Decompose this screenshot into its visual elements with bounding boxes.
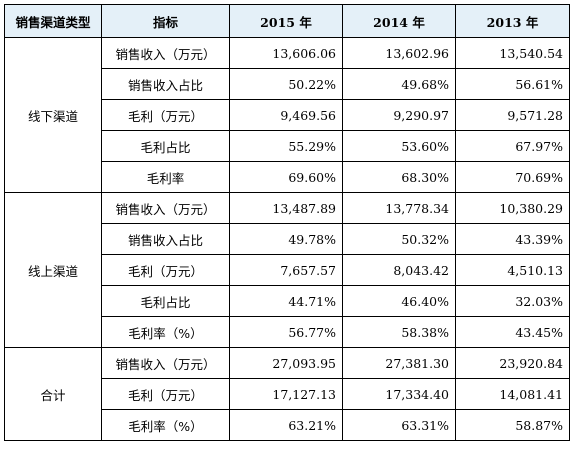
- table-row: 毛利率（%） 63.21% 63.31% 58.87%: [5, 409, 570, 441]
- value-2015: 44.71%: [229, 285, 343, 317]
- value-2013: 9,571.28: [455, 99, 570, 131]
- metric-cell: 销售收入（万元）: [101, 37, 230, 69]
- value-2013: 56.61%: [455, 68, 570, 100]
- channel-total: 合计: [4, 347, 102, 441]
- channel-offline: 线下渠道: [4, 37, 102, 193]
- value-2014: 9,290.97: [342, 99, 456, 131]
- value-2015: 50.22%: [229, 68, 343, 100]
- metric-cell: 毛利（万元）: [101, 99, 230, 131]
- table-row: 线上渠道 销售收入（万元） 13,487.89 13,778.34 10,380…: [4, 192, 570, 348]
- metric-cell: 毛利占比: [101, 130, 230, 162]
- header-2013: 2013 年: [455, 4, 570, 38]
- value-2015: 17,127.13: [229, 378, 343, 410]
- table-row: 线下渠道 销售收入（万元） 13,606.06 13,602.96 13,540…: [4, 37, 570, 193]
- value-2015: 13,606.06: [229, 37, 343, 69]
- value-2014: 27,381.30: [342, 347, 456, 379]
- value-2015: 49.78%: [229, 223, 343, 255]
- table-row: 销售收入占比 50.22% 49.68% 56.61%: [5, 68, 570, 100]
- value-2014: 46.40%: [342, 285, 456, 317]
- value-2013: 14,081.41: [455, 378, 570, 410]
- value-2015: 69.60%: [229, 161, 343, 193]
- table-row: 毛利占比 44.71% 46.40% 32.03%: [5, 285, 570, 317]
- sales-channel-table: 销售渠道类型 指标 2015 年 2014 年 2013 年 线下渠道 销售收入…: [4, 4, 570, 441]
- table-row: 毛利（万元） 7,657.57 8,043.42 4,510.13: [5, 254, 570, 286]
- value-2015: 55.29%: [229, 130, 343, 162]
- metric-cell: 毛利率（%）: [101, 316, 230, 348]
- value-2015: 63.21%: [229, 409, 343, 441]
- value-2014: 13,602.96: [342, 37, 456, 69]
- value-2014: 17,334.40: [342, 378, 456, 410]
- value-2014: 58.38%: [342, 316, 456, 348]
- metric-cell: 毛利（万元）: [101, 254, 230, 286]
- value-2014: 50.32%: [342, 223, 456, 255]
- value-2015: 7,657.57: [229, 254, 343, 286]
- metric-cell: 毛利率: [101, 161, 230, 193]
- value-2013: 70.69%: [455, 161, 570, 193]
- value-2015: 27,093.95: [229, 347, 343, 379]
- value-2014: 63.31%: [342, 409, 456, 441]
- value-2015: 56.77%: [229, 316, 343, 348]
- header-channel-type: 销售渠道类型: [4, 4, 102, 38]
- value-2015: 9,469.56: [229, 99, 343, 131]
- metric-cell: 销售收入占比: [101, 223, 230, 255]
- value-2013: 23,920.84: [455, 347, 570, 379]
- header-row: 销售渠道类型 指标 2015 年 2014 年 2013 年: [4, 4, 570, 38]
- value-2013: 43.39%: [455, 223, 570, 255]
- value-2015: 13,487.89: [229, 192, 343, 224]
- value-2014: 68.30%: [342, 161, 456, 193]
- metric-cell: 销售收入（万元）: [101, 192, 230, 224]
- value-2014: 13,778.34: [342, 192, 456, 224]
- metric-cell: 毛利率（%）: [101, 409, 230, 441]
- metric-cell: 销售收入占比: [101, 68, 230, 100]
- metric-cell: 毛利（万元）: [101, 378, 230, 410]
- value-2013: 10,380.29: [455, 192, 570, 224]
- value-2014: 49.68%: [342, 68, 456, 100]
- value-2013: 32.03%: [455, 285, 570, 317]
- metric-cell: 销售收入（万元）: [101, 347, 230, 379]
- table-row: 销售收入占比 49.78% 50.32% 43.39%: [5, 223, 570, 255]
- value-2014: 53.60%: [342, 130, 456, 162]
- value-2013: 58.87%: [455, 409, 570, 441]
- table-row: 毛利（万元） 9,469.56 9,290.97 9,571.28: [5, 99, 570, 131]
- table-row: 毛利占比 55.29% 53.60% 67.97%: [5, 130, 570, 162]
- value-2013: 43.45%: [455, 316, 570, 348]
- header-2014: 2014 年: [342, 4, 456, 38]
- header-metric: 指标: [101, 4, 230, 38]
- value-2014: 8,043.42: [342, 254, 456, 286]
- value-2013: 13,540.54: [455, 37, 570, 69]
- value-2013: 4,510.13: [455, 254, 570, 286]
- value-2013: 67.97%: [455, 130, 570, 162]
- table-row: 合计 销售收入（万元） 27,093.95 27,381.30 23,920.8…: [4, 347, 570, 441]
- table-row: 毛利率（%） 56.77% 58.38% 43.45%: [5, 316, 570, 348]
- table-row: 毛利率 69.60% 68.30% 70.69%: [5, 161, 570, 193]
- channel-online: 线上渠道: [4, 192, 102, 348]
- header-2015: 2015 年: [229, 4, 343, 38]
- metric-cell: 毛利占比: [101, 285, 230, 317]
